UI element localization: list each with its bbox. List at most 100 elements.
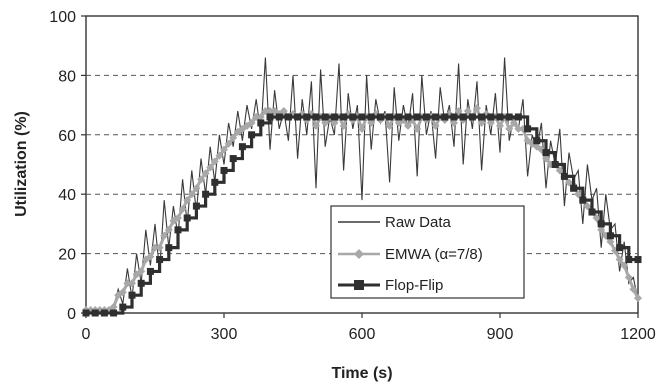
flop-flip-point (468, 113, 476, 121)
emwa-point (137, 267, 146, 276)
emwa-point (404, 121, 412, 130)
x-tick-label: 300 (211, 326, 238, 343)
tick-labels: 0 20 40 60 80 100 0 300 600 900 1200 (49, 9, 656, 343)
legend-label-emwa: EMWA (α=7/8) (385, 246, 483, 263)
flop-flip-point (137, 279, 145, 287)
flop-flip-point (312, 113, 320, 121)
series-layer (82, 57, 642, 317)
flop-flip-point (156, 256, 164, 264)
flop-flip-point (413, 113, 421, 121)
flop-flip-point (220, 166, 228, 174)
y-tick-label: 20 (58, 247, 76, 264)
flop-flip-point (496, 113, 504, 121)
flop-flip-point (404, 113, 412, 121)
emwa-point (634, 294, 642, 303)
emwa-point (583, 202, 592, 211)
y-axis-title: Utilization (%) (13, 111, 30, 217)
emwa-point (210, 157, 219, 166)
flop-flip-point (248, 131, 256, 139)
emwa-point (463, 107, 472, 116)
flop-flip-point (174, 226, 182, 234)
flop-flip-point (294, 113, 302, 121)
emwa-point (174, 213, 182, 222)
emwa-point (624, 273, 633, 282)
flop-flip-point (588, 208, 596, 216)
emwa-point (192, 184, 201, 193)
flop-flip-point (303, 113, 311, 121)
emwa-point (128, 279, 136, 288)
flop-flip-point (192, 202, 200, 210)
emwa-point (358, 124, 366, 133)
emwa-point (574, 190, 583, 199)
flop-flip-point (165, 244, 173, 252)
y-tick-label: 100 (49, 9, 76, 26)
x-tick-label: 600 (349, 326, 376, 343)
x-tick-label: 1200 (620, 326, 656, 343)
emwa-point (312, 121, 320, 130)
emwa-point (164, 225, 173, 234)
emwa-point (201, 169, 210, 178)
emwa-point (606, 237, 615, 246)
flop-flip-point (524, 125, 532, 133)
flop-flip-point (441, 113, 449, 121)
flop-flip-point (91, 309, 99, 317)
emwa-point (385, 121, 394, 130)
flop-flip-point (321, 113, 329, 121)
flop-flip-point (478, 113, 486, 121)
flop-flip-point (100, 309, 108, 317)
emwa-point (473, 104, 481, 113)
flop-flip-point (229, 155, 237, 163)
emwa-point (592, 213, 601, 222)
flop-flip-point (266, 113, 274, 121)
emwa-point (496, 121, 504, 130)
x-tick-label: 0 (82, 326, 91, 343)
emwa-point (229, 133, 238, 142)
emwa-point (367, 118, 376, 127)
emwa-point (256, 112, 265, 121)
emwa-point (629, 285, 638, 294)
legend-marker-flop-flip (354, 280, 364, 290)
grid-lines (86, 74, 638, 255)
flop-flip-point (432, 113, 440, 121)
emwa-point (151, 243, 159, 252)
emwa-point (620, 261, 629, 270)
emwa-point (266, 107, 274, 116)
emwa-point (146, 252, 155, 261)
emwa-point (330, 118, 339, 127)
flop-flip-point (625, 256, 633, 264)
flop-flip-point (487, 113, 495, 121)
flop-flip-point (349, 113, 357, 121)
x-axis-title: Time (s) (331, 365, 392, 382)
flop-flip-point (616, 244, 624, 252)
flop-flip-point (533, 137, 541, 145)
flop-flip-point (395, 113, 403, 121)
flop-flip-point (459, 113, 467, 121)
y-tick-label: 80 (58, 68, 76, 85)
flop-flip-point (551, 161, 559, 168)
flop-flip-point (606, 232, 614, 240)
emwa-point (160, 231, 169, 240)
emwa-point (615, 255, 624, 264)
flop-flip-point (570, 184, 578, 192)
emwa-point (118, 288, 127, 297)
emwa-point (431, 121, 440, 130)
legend: Raw Data EMWA (α=7/8) Flop-Flip (330, 205, 525, 299)
emwa-point (220, 145, 228, 154)
flop-flip-point (579, 196, 587, 204)
flop-flip-point (284, 113, 292, 121)
x-tick-label: 900 (487, 326, 514, 343)
emwa-point (321, 118, 330, 127)
emwa-point (252, 112, 261, 121)
emwa-point (178, 205, 187, 214)
emwa-point (597, 225, 606, 234)
emwa-point (123, 279, 132, 288)
flop-flip-point (275, 113, 283, 121)
emwa-point (509, 118, 518, 127)
y-tick-label: 0 (67, 306, 76, 323)
flop-flip-point (560, 172, 568, 180)
flop-flip-point (238, 143, 246, 151)
emwa-point (339, 121, 348, 130)
flop-flip-point (330, 113, 338, 121)
emwa-point (505, 124, 514, 133)
flop-flip-point (211, 178, 219, 186)
